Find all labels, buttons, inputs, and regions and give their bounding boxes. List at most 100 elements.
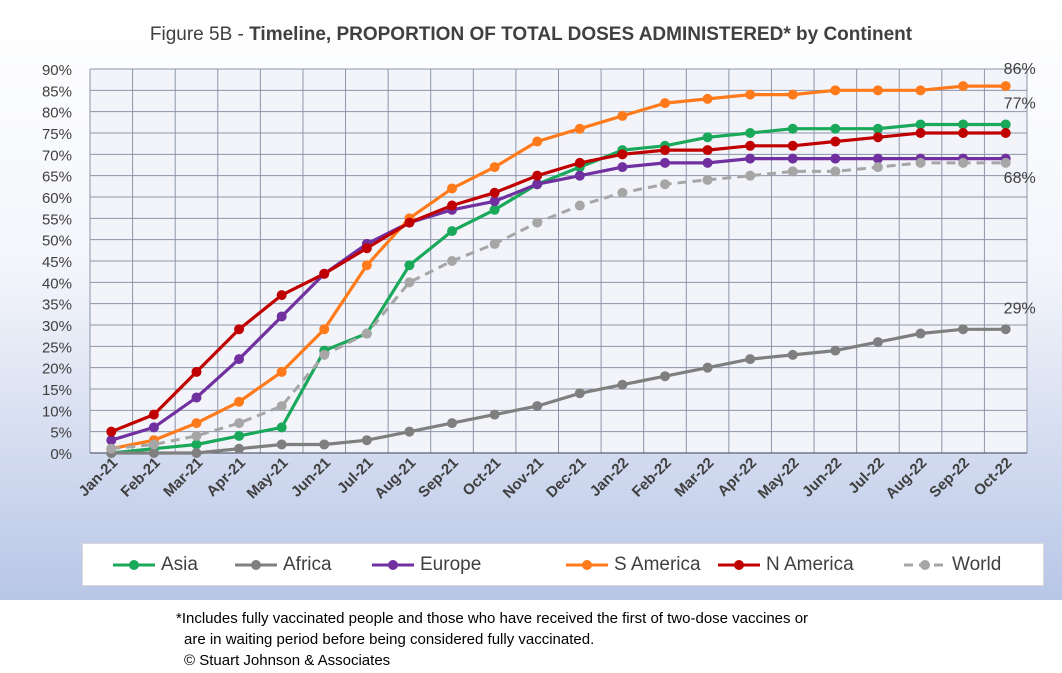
end-value-label: 29% (1004, 300, 1036, 317)
chart-title: Figure 5B - Timeline, PROPORTION OF TOTA… (0, 24, 1062, 46)
data-point-s-america (319, 324, 330, 335)
data-point-world (489, 238, 500, 249)
data-point-asia (830, 123, 841, 134)
data-point-world (702, 174, 713, 185)
data-point-n-america (702, 145, 713, 156)
x-tick-label: Feb-21 (118, 454, 164, 500)
data-point-africa (915, 328, 926, 339)
series-line-europe (110, 157, 1006, 442)
data-point-n-america (234, 324, 245, 335)
y-tick-label: 5% (50, 425, 72, 442)
legend-marker-africa (251, 560, 261, 570)
data-point-s-america (745, 89, 756, 100)
x-tick-label: Jan-22 (587, 454, 633, 500)
data-point-s-america (915, 85, 926, 96)
data-point-asia (404, 260, 415, 271)
y-tick-label: 60% (42, 190, 72, 207)
data-point-world (659, 179, 670, 190)
y-tick-label: 85% (42, 83, 72, 100)
data-point-world (191, 430, 202, 441)
data-point-europe (489, 196, 500, 207)
data-point-europe (872, 153, 883, 164)
x-tick-label: May-21 (244, 454, 292, 502)
data-point-europe (574, 170, 585, 181)
data-point-s-america (872, 85, 883, 96)
data-point-africa (659, 371, 670, 382)
data-point-s-america (191, 418, 202, 429)
data-point-asia (915, 119, 926, 130)
data-point-africa (532, 401, 543, 412)
data-point-s-america (532, 136, 543, 147)
series-line-africa (111, 327, 1006, 455)
y-tick-label: 70% (42, 147, 72, 164)
data-point-n-america (574, 157, 585, 168)
series-line-s-america (110, 84, 1006, 451)
legend-marker-world (920, 560, 930, 570)
x-tick-label: Oct-21 (459, 454, 504, 499)
data-point-n-america (276, 290, 287, 301)
data-point-europe (830, 153, 841, 164)
data-point-europe (745, 153, 756, 164)
data-point-europe (234, 354, 245, 365)
data-point-s-america (574, 123, 585, 134)
data-point-asia (745, 128, 756, 138)
data-point-n-america (489, 187, 500, 198)
series-line-asia (111, 122, 1006, 455)
data-point-s-america (489, 162, 500, 173)
data-point-world (958, 157, 969, 168)
y-tick-label: 40% (42, 275, 72, 292)
data-point-s-america (702, 93, 713, 104)
data-point-n-america (915, 128, 926, 138)
data-point-n-america (319, 268, 330, 279)
line-chart: 0% 5% 10% 15% 20% 25% 30% 35% 40% 45% 50% 55% 60% 65%… (42, 61, 1036, 502)
data-point-asia (447, 226, 458, 237)
data-point-europe (659, 157, 670, 168)
data-point-world (745, 170, 756, 181)
data-point-world (830, 166, 841, 177)
chart-legend: Asia Africa Europe S America N America World (82, 543, 1044, 586)
data-point-world (872, 162, 883, 173)
data-point-africa (872, 337, 883, 348)
series-line-world (111, 161, 1006, 451)
data-point-n-america (787, 140, 798, 151)
data-point-africa (787, 349, 798, 360)
data-point-world (276, 401, 287, 412)
data-point-world (1000, 157, 1011, 168)
end-value-label: 68% (1004, 170, 1036, 187)
data-point-africa (745, 354, 756, 365)
data-point-n-america (830, 136, 841, 147)
data-point-africa (1000, 324, 1011, 335)
data-point-world (361, 328, 372, 339)
data-point-n-america (447, 200, 458, 211)
y-tick-label: 35% (42, 297, 72, 314)
legend-label-n-america: N America (766, 554, 854, 575)
data-point-europe (106, 435, 117, 446)
x-tick-label: Aug-22 (882, 454, 930, 502)
x-tick-label: May-22 (755, 454, 803, 502)
data-point-s-america (617, 110, 628, 121)
y-tick-label: 90% (42, 62, 72, 79)
y-tick-label: 80% (42, 105, 72, 122)
data-point-africa (404, 426, 415, 437)
data-point-africa (489, 409, 500, 420)
data-point-s-america (787, 89, 798, 100)
data-point-n-america (532, 170, 543, 181)
y-tick-label: 25% (42, 339, 72, 356)
x-tick-label: Apr-22 (714, 454, 760, 500)
end-value-label: 77% (1004, 95, 1036, 112)
x-tick-label: Mar-21 (160, 454, 206, 500)
data-point-europe (617, 162, 628, 173)
x-tick-label: Jun-22 (799, 454, 845, 500)
x-tick-label: Aug-21 (371, 454, 419, 502)
data-point-world (532, 217, 543, 228)
data-point-world (148, 439, 159, 450)
data-point-africa (148, 448, 159, 458)
data-point-asia (787, 123, 798, 134)
data-point-europe (787, 153, 798, 164)
legend-label-europe: Europe (420, 554, 482, 575)
data-point-africa (191, 448, 202, 458)
y-tick-label: 0% (50, 446, 72, 463)
data-point-n-america (106, 426, 117, 437)
data-point-europe (532, 179, 543, 190)
y-tick-label: 30% (42, 318, 72, 335)
